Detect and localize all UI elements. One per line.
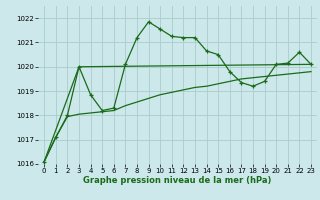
X-axis label: Graphe pression niveau de la mer (hPa): Graphe pression niveau de la mer (hPa): [84, 176, 272, 185]
